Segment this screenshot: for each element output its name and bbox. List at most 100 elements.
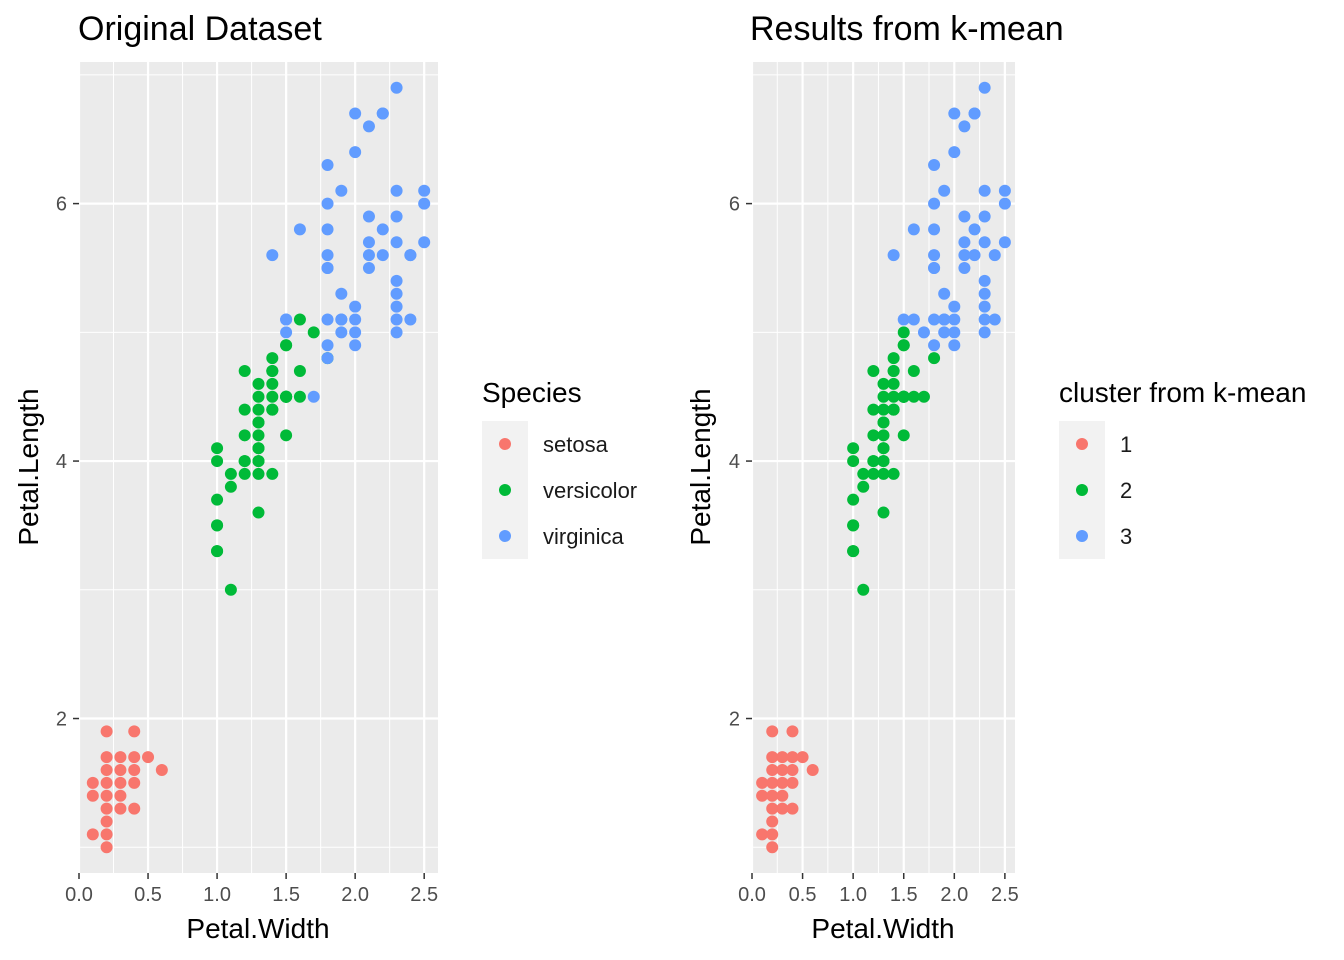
scatter-point <box>418 197 431 210</box>
scatter-point <box>86 776 99 789</box>
legend-1: Species setosa versicolor virginica <box>482 377 637 559</box>
scatter-point <box>958 261 971 274</box>
scatter-point <box>917 390 930 403</box>
scatter-point <box>867 364 880 377</box>
scatter-point <box>321 223 334 236</box>
scatter-point <box>100 802 113 815</box>
scatter-point <box>907 364 920 377</box>
scatter-point <box>335 313 348 326</box>
x-tick-label: 0.5 <box>134 884 162 906</box>
scatter-point <box>857 480 870 493</box>
scatter-point <box>128 725 141 738</box>
scatter-point <box>847 442 860 455</box>
scatter-point <box>224 467 237 480</box>
scatter-point <box>756 828 769 841</box>
legend-key <box>499 484 511 496</box>
scatter-point <box>877 442 890 455</box>
scatter-point <box>786 776 799 789</box>
scatter-point <box>988 313 1001 326</box>
scatter-point <box>293 390 306 403</box>
scatter-point <box>877 390 890 403</box>
panel-original-dataset: Original Dataset 0.0 0.5 1.0 1.5 2.0 2.5 246 … <box>13 10 637 944</box>
scatter-point <box>252 455 265 468</box>
scatter-point <box>897 313 910 326</box>
scatter-point <box>978 184 991 197</box>
scatter-point <box>293 313 306 326</box>
scatter-point <box>978 313 991 326</box>
x-tick-label: 1.5 <box>272 884 300 906</box>
scatter-point <box>897 339 910 352</box>
legend-key <box>499 530 511 542</box>
scatter-point <box>847 545 860 558</box>
scatter-point <box>280 313 293 326</box>
scatter-point <box>948 107 961 120</box>
scatter-point <box>847 455 860 468</box>
scatter-point <box>998 197 1011 210</box>
scatter-point <box>307 390 320 403</box>
scatter-point <box>100 764 113 777</box>
scatter-point <box>938 313 951 326</box>
scatter-point <box>100 815 113 828</box>
scatter-point <box>155 764 168 777</box>
plot-background-2 <box>752 62 1015 873</box>
scatter-point <box>776 776 789 789</box>
scatter-point <box>114 802 127 815</box>
scatter-point <box>114 751 127 764</box>
scatter-point <box>917 326 930 339</box>
scatter-point <box>786 764 799 777</box>
y-axis-2: 2 4 6 <box>729 194 752 731</box>
legend-label: versicolor <box>543 478 637 503</box>
scatter-point <box>938 326 951 339</box>
scatter-point <box>390 274 403 287</box>
y-axis-1: 2 4 6 <box>56 194 79 731</box>
scatter-point <box>887 352 900 365</box>
scatter-point <box>128 802 141 815</box>
scatter-point <box>238 455 251 468</box>
scatter-point <box>928 352 941 365</box>
scatter-point <box>390 287 403 300</box>
chart-title-1: Original Dataset <box>78 10 322 48</box>
x-tick-label: 1.0 <box>203 884 231 906</box>
scatter-point <box>766 725 779 738</box>
scatter-point <box>857 583 870 596</box>
panel-results-k-mean: Results from k-mean 0.0 0.5 1.0 1.5 2.0 2.5 2… <box>685 10 1306 944</box>
scatter-point <box>128 764 141 777</box>
scatter-point <box>100 828 113 841</box>
scatter-point <box>897 429 910 442</box>
scatter-point <box>776 764 789 777</box>
x-tick-label: 2.5 <box>410 884 438 906</box>
legend-label: 2 <box>1120 478 1132 503</box>
scatter-point <box>887 467 900 480</box>
scatter-point <box>847 519 860 532</box>
scatter-point <box>897 390 910 403</box>
legend-key <box>1076 484 1088 496</box>
scatter-point <box>867 455 880 468</box>
scatter-point <box>786 725 799 738</box>
scatter-point <box>349 107 362 120</box>
scatter-point <box>404 249 417 262</box>
scatter-point <box>307 326 320 339</box>
scatter-point <box>877 403 890 416</box>
legend-label: virginica <box>543 524 624 549</box>
scatter-point <box>114 776 127 789</box>
scatter-point <box>766 764 779 777</box>
scatter-point <box>266 403 279 416</box>
scatter-point <box>968 107 981 120</box>
scatter-point <box>877 455 890 468</box>
scatter-point <box>266 377 279 390</box>
plot-background-1 <box>79 62 438 873</box>
scatter-point <box>100 751 113 764</box>
scatter-point <box>928 158 941 171</box>
scatter-point <box>907 223 920 236</box>
legend-label: 3 <box>1120 524 1132 549</box>
legend-label: setosa <box>543 432 609 457</box>
scatter-point <box>252 467 265 480</box>
scatter-point <box>224 583 237 596</box>
scatter-point <box>887 364 900 377</box>
scatter-point <box>238 429 251 442</box>
scatter-point <box>390 210 403 223</box>
scatter-point <box>362 210 375 223</box>
scatter-point <box>321 313 334 326</box>
scatter-point <box>252 403 265 416</box>
legend-label: 1 <box>1120 432 1132 457</box>
